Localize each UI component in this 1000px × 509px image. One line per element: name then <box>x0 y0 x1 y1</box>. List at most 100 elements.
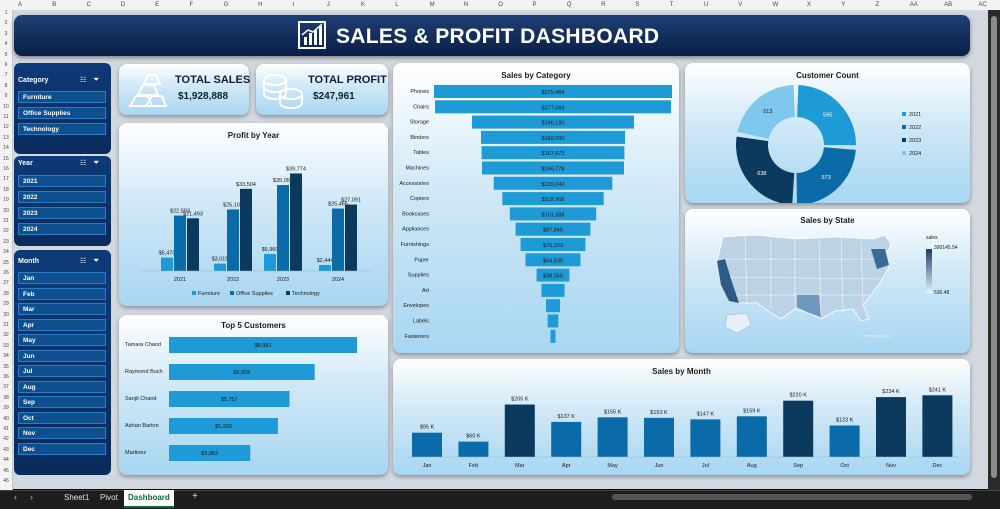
slicer-item-technology[interactable]: Technology <box>18 123 106 135</box>
row-number[interactable]: 42 <box>3 436 9 443</box>
column-letter[interactable]: O <box>498 2 503 8</box>
scroll-tabs-right-icon[interactable]: › <box>30 492 33 502</box>
row-number[interactable]: 45 <box>3 467 9 474</box>
row-number[interactable]: 9 <box>4 93 8 100</box>
row-number[interactable]: 16 <box>3 166 9 172</box>
row-number[interactable]: 25 <box>3 259 9 266</box>
column-letter[interactable]: D <box>120 2 126 8</box>
row-number[interactable]: 46 <box>3 478 9 484</box>
row-number[interactable]: 40 <box>3 415 9 422</box>
slicer-item-feb[interactable]: Feb <box>18 287 106 300</box>
clear-filter-icon[interactable]: ⏷ <box>93 256 100 265</box>
row-number[interactable]: 15 <box>3 155 9 162</box>
row-number[interactable]: 27 <box>3 280 9 287</box>
column-letter[interactable]: Z <box>875 2 880 8</box>
row-number[interactable]: 32 <box>3 332 9 339</box>
column-letter[interactable]: J <box>326 2 330 8</box>
row-number[interactable]: 30 <box>3 311 9 318</box>
row-number[interactable]: 13 <box>3 134 9 141</box>
slicer-item-jul[interactable]: Jul <box>18 365 106 377</box>
column-letter[interactable]: P <box>532 2 537 8</box>
column-letter[interactable]: X <box>806 2 811 8</box>
clear-filter-icon[interactable]: ⏷ <box>93 75 100 84</box>
row-number[interactable]: 36 <box>3 374 9 380</box>
slicer-item-office-supplies[interactable]: Office Supplies <box>18 107 106 119</box>
scroll-tabs-left-icon[interactable]: ‹ <box>14 492 17 502</box>
column-letter[interactable]: F <box>189 2 194 8</box>
slicer-item-2022[interactable]: 2022 <box>18 191 106 203</box>
tab-dashboard[interactable]: Dashboard <box>124 490 174 508</box>
slicer-item-dec[interactable]: Dec <box>18 442 106 455</box>
row-number[interactable]: 39 <box>3 405 9 412</box>
slicer-item-apr[interactable]: Apr <box>18 318 106 331</box>
row-number[interactable]: 21 <box>3 218 9 224</box>
row-number[interactable]: 3 <box>4 30 8 37</box>
tab-sheet1[interactable]: Sheet1 <box>64 493 90 502</box>
row-number[interactable]: 29 <box>3 301 9 308</box>
row-number[interactable]: 37 <box>3 384 9 391</box>
column-letter[interactable]: H <box>258 2 263 8</box>
row-number[interactable]: 23 <box>3 238 9 245</box>
column-letter[interactable]: K <box>361 2 366 8</box>
row-number[interactable]: 44 <box>3 457 9 464</box>
row-number[interactable]: 26 <box>3 270 9 276</box>
slicer-item-2024[interactable]: 2024 <box>18 223 106 235</box>
column-letter[interactable]: G <box>223 2 229 8</box>
multi-select-icon[interactable]: ☷ <box>80 160 87 167</box>
slicer-item-2021[interactable]: 2021 <box>18 175 106 187</box>
row-number[interactable]: 8 <box>4 82 8 89</box>
slicer-item-sep[interactable]: Sep <box>18 396 106 408</box>
row-number[interactable]: 14 <box>3 145 9 152</box>
tab-pivot[interactable]: Pivot <box>100 493 118 502</box>
row-number[interactable]: 19 <box>3 197 9 204</box>
column-letter[interactable]: N <box>463 2 469 8</box>
horizontal-scrollbar[interactable] <box>612 494 972 500</box>
column-letter[interactable]: M <box>429 2 435 8</box>
row-number[interactable]: 5 <box>4 51 8 58</box>
column-letter[interactable]: S <box>635 2 640 8</box>
row-number[interactable]: 17 <box>3 176 9 183</box>
column-letter[interactable]: U <box>704 2 709 8</box>
row-number[interactable]: 31 <box>3 322 9 328</box>
row-number[interactable]: 43 <box>3 446 9 453</box>
row-number[interactable]: 33 <box>3 342 9 349</box>
column-letter[interactable]: V <box>738 2 743 8</box>
column-letter[interactable]: L <box>395 2 399 8</box>
slicer-item-may[interactable]: May <box>18 334 106 346</box>
row-number[interactable]: 7 <box>4 72 8 79</box>
slicer-item-jun[interactable]: Jun <box>18 349 106 362</box>
row-number[interactable]: 35 <box>3 363 9 370</box>
vertical-scroll-thumb[interactable] <box>991 16 997 478</box>
slicer-item-mar[interactable]: Mar <box>18 303 106 315</box>
row-number[interactable]: 24 <box>3 249 9 256</box>
row-number[interactable]: 41 <box>3 426 9 432</box>
column-letter[interactable]: R <box>601 2 606 8</box>
row-number[interactable]: 6 <box>4 62 8 68</box>
clear-filter-icon[interactable]: ⏷ <box>93 158 100 167</box>
row-number[interactable]: 10 <box>3 103 9 110</box>
column-letter[interactable]: Q <box>566 2 572 8</box>
slicer-item-furniture[interactable]: Furniture <box>18 91 106 103</box>
slicer-item-nov[interactable]: Nov <box>18 427 106 439</box>
multi-select-icon[interactable]: ☷ <box>80 77 87 84</box>
column-letter[interactable]: W <box>772 2 779 8</box>
add-sheet-button[interactable]: + <box>192 491 198 502</box>
slicer-item-oct[interactable]: Oct <box>18 411 106 424</box>
column-letter[interactable]: AB <box>944 2 953 8</box>
row-number[interactable]: 1 <box>4 10 8 16</box>
column-letter[interactable]: AC <box>978 2 987 8</box>
slicer-item-jan[interactable]: Jan <box>18 272 106 284</box>
row-number[interactable]: 12 <box>3 124 9 131</box>
row-number[interactable]: 22 <box>3 228 9 235</box>
slicer-item-aug[interactable]: Aug <box>18 380 106 393</box>
row-number[interactable]: 4 <box>4 41 8 48</box>
row-number[interactable]: 38 <box>3 394 9 401</box>
multi-select-icon[interactable]: ☷ <box>80 258 87 265</box>
column-letter[interactable]: A <box>18 2 23 8</box>
row-number[interactable]: 18 <box>3 186 9 193</box>
column-letter[interactable]: E <box>155 2 160 8</box>
row-number[interactable]: 28 <box>3 290 9 297</box>
row-number[interactable]: 20 <box>3 207 9 214</box>
column-letter[interactable]: T <box>669 2 674 8</box>
row-number[interactable]: 34 <box>3 353 9 360</box>
